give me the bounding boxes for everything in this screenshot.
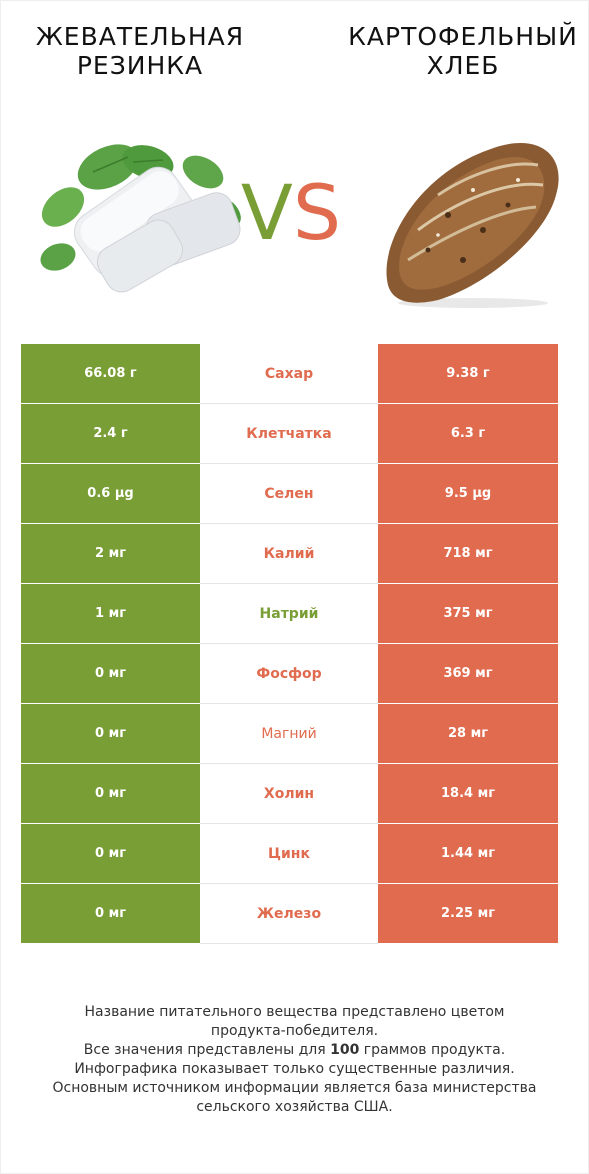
right-value: 718 мг [378,524,558,584]
left-value: 0 мг [21,764,200,824]
left-value: 0 мг [21,884,200,944]
footer-line-3: Все значения представлены для 100 граммо… [20,1041,569,1060]
left-title-line-1: ЖЕВАТЕЛЬНАЯ [35,22,245,51]
table-row: 0 мг Холин 18.4 мг [21,764,558,824]
right-value: 9.38 г [378,344,558,404]
nutrient-name: Железо [200,884,378,944]
nutrient-name: Цинк [200,824,378,884]
left-value: 1 мг [21,584,200,644]
footer-line-4: Инфографика показывает только существенн… [74,1061,515,1077]
vs-label: VS [226,168,356,258]
right-value: 18.4 мг [378,764,558,824]
left-title-line-2: РЕЗИНКА [76,51,204,80]
nutrient-name: Клетчатка [200,404,378,464]
nutrient-name: Магний [200,704,378,764]
vs-letter-s: S [292,168,342,257]
left-product-title: ЖЕВАТЕЛЬНАЯ РЕЗИНКА [5,22,275,80]
table-row: 0 мг Фосфор 369 мг [21,644,558,704]
potato-bread-image [386,142,559,308]
right-value: 369 мг [378,644,558,704]
left-value: 0 мг [21,644,200,704]
nutrient-name: Фосфор [200,644,378,704]
footer-line-6: сельского хозяйства США. [196,1099,393,1115]
footer-note: Название питательного вещества представл… [20,1003,569,1117]
right-title-line-2: ХЛЕБ [426,51,500,80]
right-product-title: КАРТОФЕЛЬНЫЙ ХЛЕБ [332,22,589,80]
nutrient-name: Калий [200,524,378,584]
right-value: 28 мг [378,704,558,764]
table-row: 0 мг Железо 2.25 мг [21,884,558,944]
footer-line-5: Основным источником информации является … [52,1080,537,1096]
left-value: 2 мг [21,524,200,584]
table-row: 0.6 µg Селен 9.5 µg [21,464,558,524]
right-title-line-1: КАРТОФЕЛЬНЫЙ [348,22,578,51]
right-value: 375 мг [378,584,558,644]
left-value: 66.08 г [21,344,200,404]
left-value: 0 мг [21,704,200,764]
left-value: 0.6 µg [21,464,200,524]
nutrient-name: Холин [200,764,378,824]
table-row: 2 мг Калий 718 мг [21,524,558,584]
footer-line-3-bold: 100 [330,1042,360,1058]
left-value: 0 мг [21,824,200,884]
vs-letter-v: V [240,168,293,257]
footer-line-3-post: граммов продукта. [359,1042,506,1058]
table-row: 0 мг Магний 28 мг [21,704,558,764]
right-value: 1.44 мг [378,824,558,884]
chewing-gum-image [40,144,241,293]
comparison-table: 66.08 г Сахар 9.38 г 2.4 г Клетчатка 6.3 г 0.6… [21,344,558,944]
footer-line-3-pre: Все значения представлены для [83,1042,331,1058]
right-value: 6.3 г [378,404,558,464]
table-row: 2.4 г Клетчатка 6.3 г [21,404,558,464]
table-row: 66.08 г Сахар 9.38 г [21,344,558,404]
right-value: 2.25 мг [378,884,558,944]
nutrient-name: Селен [200,464,378,524]
footer-line-2: продукта-победителя. [210,1023,379,1039]
nutrient-name: Сахар [200,344,378,404]
table-row: 0 мг Цинк 1.44 мг [21,824,558,884]
right-value: 9.5 µg [378,464,558,524]
nutrient-name: Натрий [200,584,378,644]
left-value: 2.4 г [21,404,200,464]
table-row: 1 мг Натрий 375 мг [21,584,558,644]
footer-line-1: Название питательного вещества представл… [84,1004,505,1020]
